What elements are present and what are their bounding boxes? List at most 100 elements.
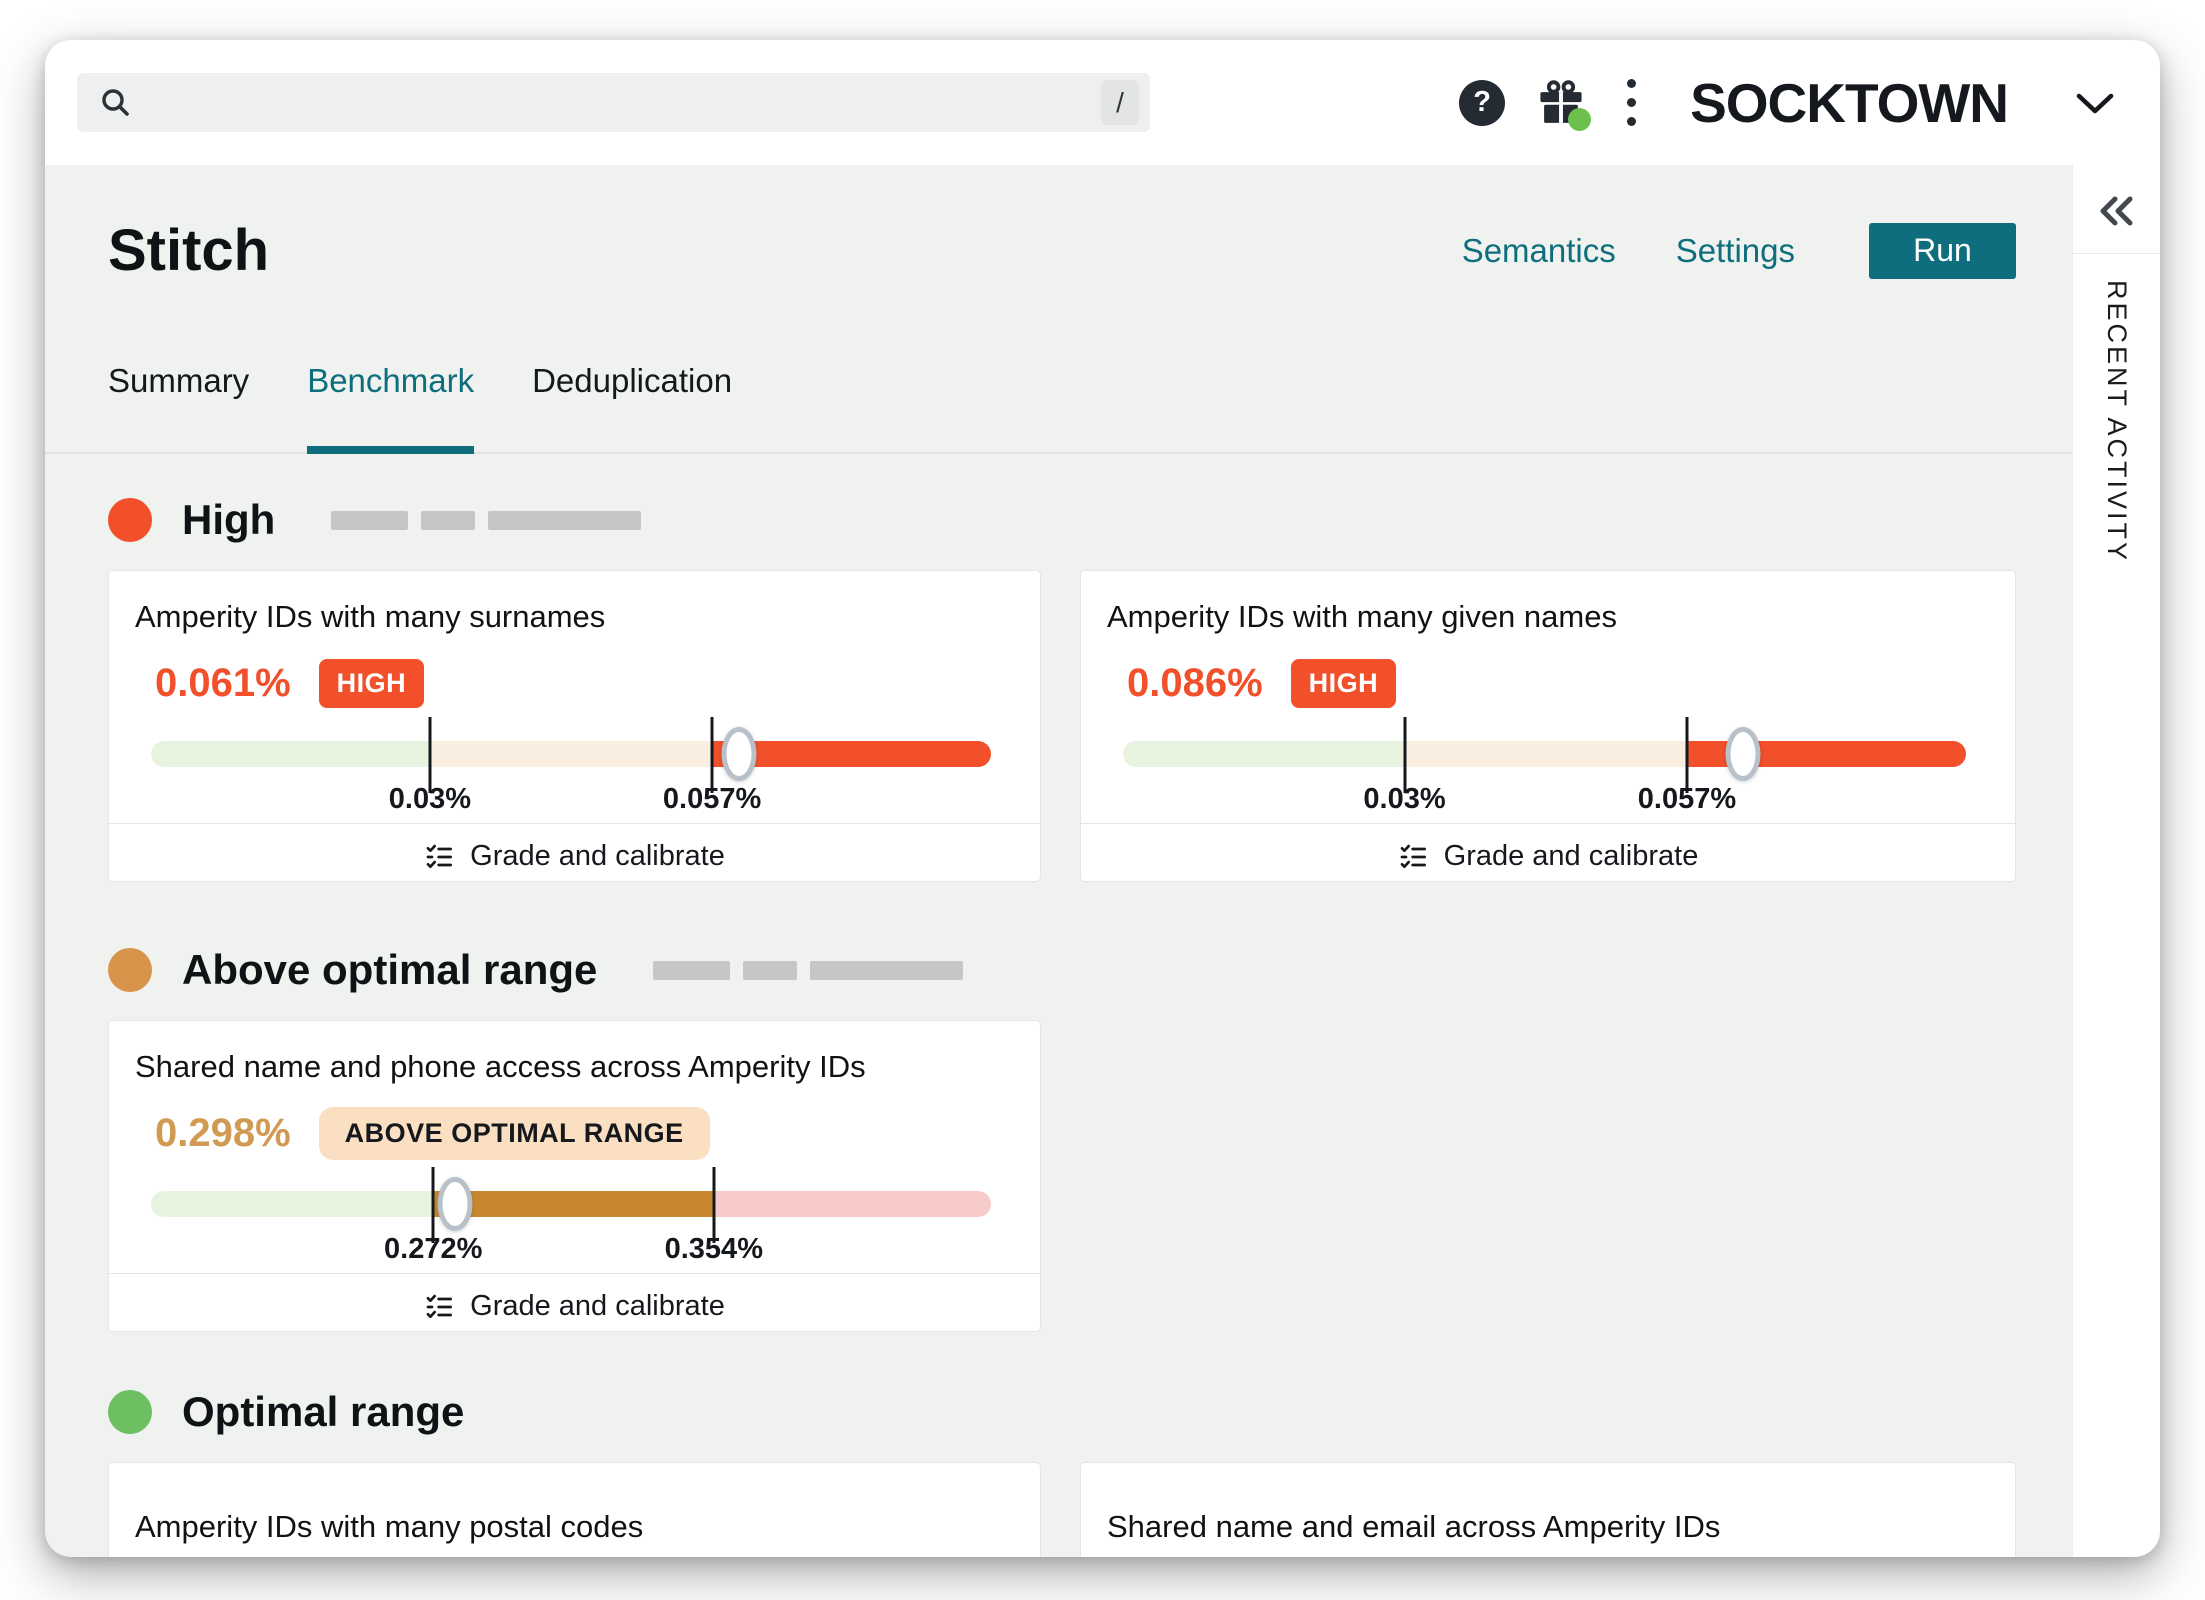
recent-activity-rail: RECENT ACTIVITY [2072,165,2160,1557]
threshold-label: 0.057% [662,783,762,815]
threshold-tick [710,717,714,793]
collapse-rail-button[interactable] [2073,165,2160,254]
metric-title: Shared name and phone access across Ampe… [135,1049,866,1084]
metric-card-given-names: Amperity IDs with many given names 0.086… [1080,570,2016,882]
metric-title: Amperity IDs with many surnames [135,599,606,634]
grade-calibrate-button[interactable]: Grade and calibrate [109,1273,1040,1339]
page-title: Stitch [108,218,270,283]
status-badge: ABOVE OPTIMAL RANGE [318,1106,710,1160]
track-segment-optimal [1123,741,1405,767]
checklist-icon [426,844,453,868]
slider-thumb[interactable] [437,1177,473,1231]
grade-calibrate-button[interactable]: Grade and calibrate [1081,823,2015,889]
grade-calibrate-label: Grade and calibrate [1443,840,1699,872]
track-segment-optimal [151,741,430,767]
gift-icon[interactable] [1535,77,1592,131]
semantics-link[interactable]: Semantics [1461,231,1616,269]
card-body: Amperity IDs with many given names 0.086… [1081,571,2015,823]
skeleton-bars [331,510,642,530]
metric-value: 0.298% [155,1110,291,1155]
slider-track [1123,741,1966,767]
threshold-label: 0.057% [1637,783,1737,815]
run-button[interactable]: Run [1869,222,2016,279]
tab-summary[interactable]: Summary [108,362,250,399]
threshold-tick [1685,717,1689,793]
card-body: Shared name and phone access across Ampe… [109,1021,1040,1273]
section-label: Optimal range [182,1388,465,1435]
kebab-menu-icon[interactable] [1621,73,1642,132]
value-row: 0.061% HIGH [135,655,1040,711]
high-status-dot [108,498,152,542]
grade-calibrate-label: Grade and calibrate [470,1290,725,1322]
card-body: Amperity IDs with many postal codes [109,1463,1040,1557]
tab-benchmark[interactable]: Benchmark [307,362,475,454]
help-icon[interactable]: ? [1459,79,1506,126]
threshold-tick [1403,717,1407,793]
card-body: Amperity IDs with many surnames 0.061% H… [109,571,1040,823]
card-body: Shared name and email across Amperity ID… [1081,1463,2015,1557]
section-high: High [108,496,2016,544]
section-label: Above optimal range [182,946,598,993]
track-segment-high [713,1191,991,1217]
track-segment-above [429,741,713,767]
recent-activity-label[interactable]: RECENT ACTIVITY [2102,280,2132,564]
threshold-label: 0.272% [384,1233,483,1265]
above-optimal-cards-row: Shared name and phone access across Ampe… [108,1020,2016,1332]
main-content: Stitch Semantics Settings Run Summary Be… [45,165,2072,1557]
status-badge: HIGH [1290,658,1397,708]
threshold-tick [428,717,432,793]
search-input[interactable] [147,85,1101,120]
track-segment-above [1404,741,1687,767]
threshold-tick [431,1167,435,1243]
optimal-cards-row: Amperity IDs with many postal codes Shar… [108,1462,2016,1557]
threshold-label: 0.03% [388,783,471,815]
notification-dot [1568,107,1592,131]
checklist-icon [426,1294,453,1318]
global-search[interactable]: / [77,73,1150,132]
metric-card-postal-codes: Amperity IDs with many postal codes [108,1462,1041,1557]
threshold-tick [712,1167,716,1243]
metric-value: 0.061% [155,660,291,705]
search-icon [102,88,129,116]
slider-thumb[interactable] [1725,727,1761,781]
page-actions: Semantics Settings Run [1461,222,2016,279]
threshold-label: 0.354% [664,1233,763,1265]
benchmark-slider: 0.272% 0.354% [151,1167,991,1273]
checklist-icon [1400,844,1426,868]
threshold-label: 0.03% [1363,783,1446,815]
tab-deduplication[interactable]: Deduplication [532,362,733,399]
skeleton-bars [653,960,964,980]
settings-link[interactable]: Settings [1675,231,1795,269]
track-segment-high [712,741,991,767]
slider-track [151,741,991,767]
double-chevron-left-icon [2100,196,2132,226]
status-badge: HIGH [318,658,425,708]
chevron-down-icon[interactable] [2074,90,2116,116]
tenant-name[interactable]: SOCKTOWN [1690,71,2009,134]
optimal-status-dot [108,1390,152,1434]
slider-track [151,1191,991,1217]
metric-card-surnames: Amperity IDs with many surnames 0.061% H… [108,570,1041,882]
section-above-optimal: Above optimal range [108,946,2016,994]
value-row: 0.086% HIGH [1107,655,2015,711]
benchmark-slider: 0.03% 0.057% [1123,717,1966,823]
metric-value: 0.086% [1127,660,1263,705]
track-segment-optimal [151,1191,434,1217]
topbar: / ? SOCKTOWN [45,40,2160,165]
value-row: 0.298% ABOVE OPTIMAL RANGE [135,1105,1040,1161]
metric-card-name-email: Shared name and email across Amperity ID… [1080,1462,2016,1557]
tab-bar: Summary Benchmark Deduplication [45,362,2072,454]
metric-title: Amperity IDs with many given names [1107,599,1617,634]
grade-calibrate-button[interactable]: Grade and calibrate [109,823,1040,889]
section-label: High [182,496,276,543]
grade-calibrate-label: Grade and calibrate [470,840,725,872]
page-head: Stitch Semantics Settings Run [108,217,2016,284]
frame-body: Stitch Semantics Settings Run Summary Be… [45,165,2160,1557]
high-cards-row: Amperity IDs with many surnames 0.061% H… [108,570,2016,882]
track-segment-above [433,1191,714,1217]
metric-title: Shared name and email across Amperity ID… [1107,1509,1721,1544]
section-optimal: Optimal range [108,1388,2016,1436]
metric-title: Amperity IDs with many postal codes [135,1509,644,1544]
benchmark-slider: 0.03% 0.057% [151,717,991,823]
slider-thumb[interactable] [721,727,757,781]
